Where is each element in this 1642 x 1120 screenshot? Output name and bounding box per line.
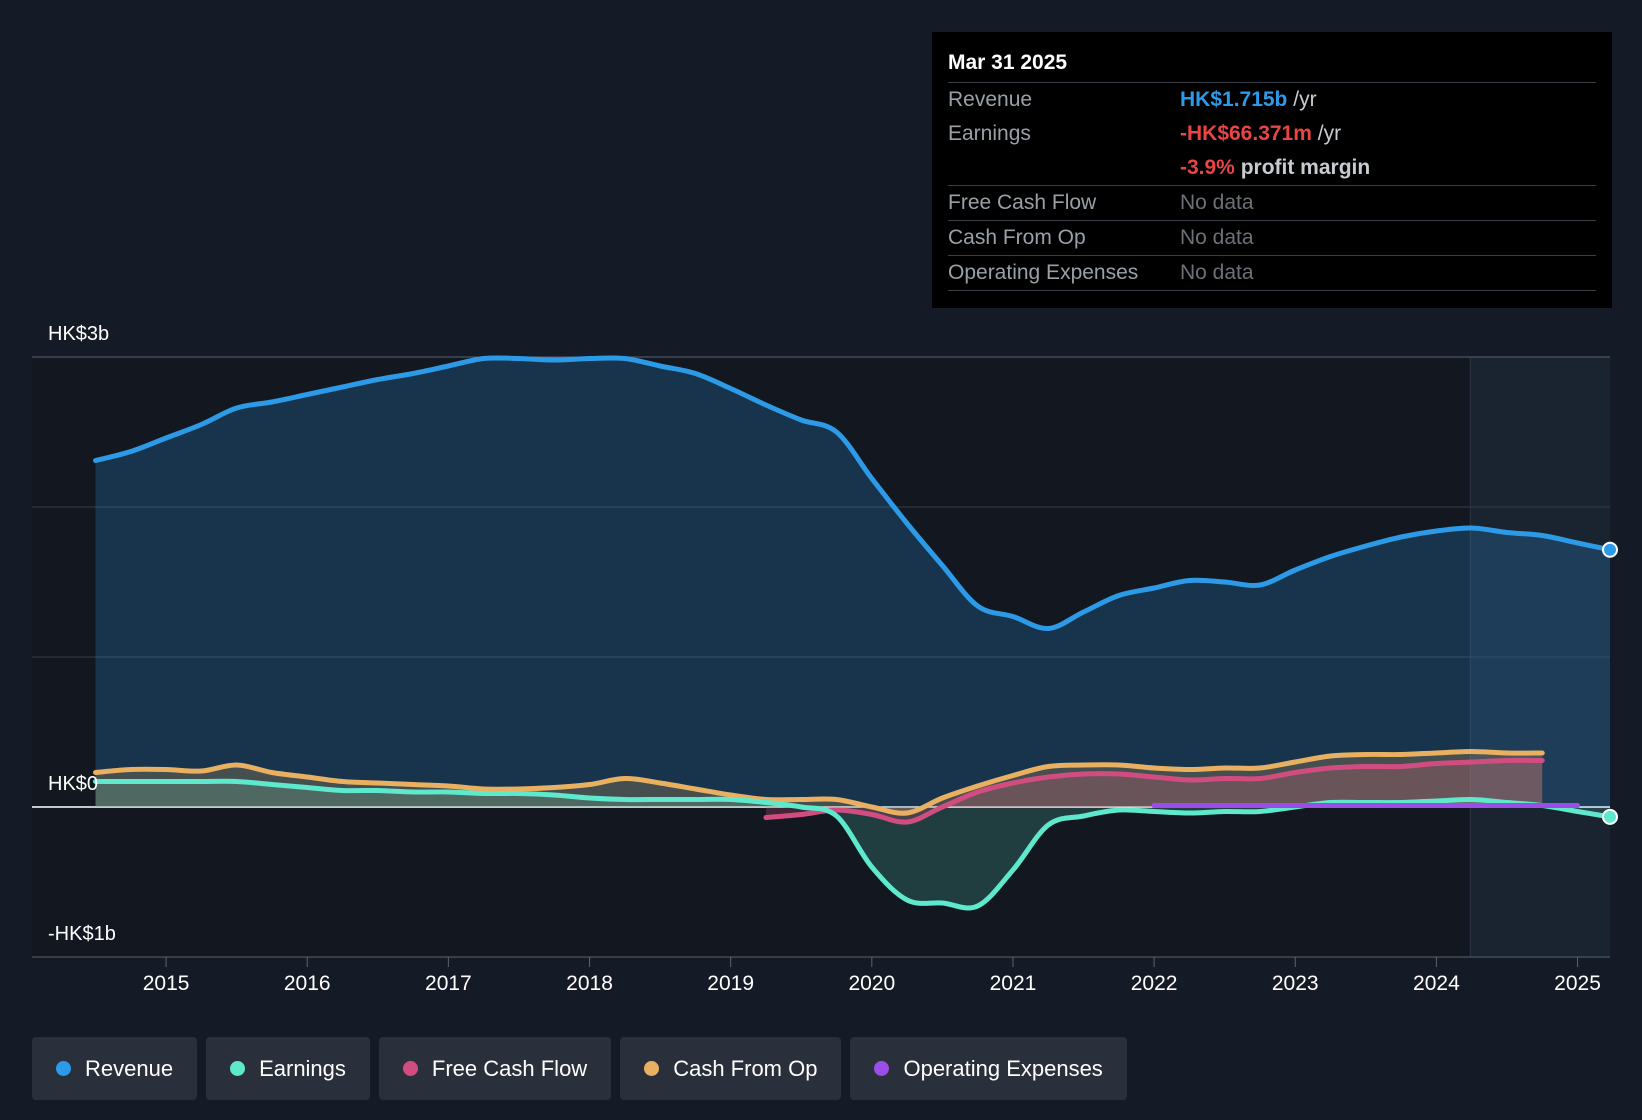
tooltip-label: Cash From Op	[948, 226, 1086, 249]
earnings-end-marker	[1602, 808, 1618, 825]
hover-tooltip: Mar 31 2025 Revenue HK$1.715b /yr Earnin…	[932, 32, 1612, 308]
tooltip-revenue-value: HK$1.715b	[1180, 88, 1288, 111]
x-tick-label: 2023	[1272, 972, 1319, 995]
legend-label: Free Cash Flow	[431, 1055, 588, 1081]
tooltip-row-cfo: Cash From Op No data	[948, 221, 1596, 256]
tooltip-label	[948, 151, 1180, 185]
earnings-line	[93, 778, 1613, 911]
x-tick-label: 2021	[990, 972, 1037, 995]
x-tick-label: 2025	[1554, 972, 1601, 995]
tooltip-row-earnings: Earnings -HK$66.371m /yr	[948, 117, 1596, 151]
free-cash-flow-line	[763, 757, 1545, 825]
legend-label: Operating Expenses	[903, 1055, 1103, 1081]
cash-from-op-line	[93, 749, 1545, 816]
revenue-dot-icon	[56, 1061, 71, 1076]
tooltip-margin-value: -3.9%	[1180, 156, 1235, 179]
tooltip-label: Revenue	[948, 88, 1033, 111]
legend-label: Revenue	[85, 1055, 174, 1081]
x-tick-label: 2024	[1413, 972, 1460, 995]
legend-label: Cash From Op	[673, 1055, 818, 1081]
x-tick-label: 2022	[1131, 972, 1178, 995]
y-tick-label-top: HK$3b	[48, 323, 109, 345]
legend-item-revenue[interactable]: Revenue	[32, 1037, 198, 1100]
legend-label: Earnings	[259, 1055, 346, 1081]
tooltip-row-margin: -3.9% profit margin	[948, 151, 1596, 186]
free-cash-flow-dot-icon	[402, 1061, 418, 1076]
x-axis-ticks: 2015 2016 2017 2018 2019 2020 2021 2022 2023 2024…	[143, 957, 1601, 995]
x-tick-label: 2020	[848, 972, 895, 995]
legend-item-free-cash-flow[interactable]: Free Cash Flow	[378, 1037, 612, 1100]
earnings-dot-icon	[230, 1061, 246, 1076]
tooltip-row-opex: Operating Expenses No data	[948, 256, 1596, 291]
y-tick-label-bottom: -HK$1b	[48, 923, 116, 945]
cash-from-op-dot-icon	[644, 1061, 660, 1076]
tooltip-row-revenue: Revenue HK$1.715b /yr	[948, 83, 1596, 117]
tooltip-fcf-value: No data	[1180, 191, 1254, 214]
legend-item-operating-expenses[interactable]: Operating Expenses	[850, 1037, 1127, 1100]
x-tick-label: 2016	[284, 972, 331, 995]
revenue-end-marker	[1602, 541, 1618, 558]
tooltip-earnings-value: -HK$66.371m	[1180, 122, 1312, 145]
legend-item-earnings[interactable]: Earnings	[206, 1037, 370, 1100]
tooltip-label: Free Cash Flow	[948, 191, 1097, 214]
tooltip-date: Mar 31 2025	[948, 48, 1596, 83]
series-lines	[93, 355, 1613, 911]
tooltip-label: Operating Expenses	[948, 261, 1139, 284]
legend: Revenue Earnings Free Cash Flow Cash Fro…	[32, 1037, 1127, 1100]
end-markers	[1602, 541, 1618, 825]
earnings-area	[95, 781, 1610, 908]
x-tick-label: 2019	[707, 972, 754, 995]
tooltip-opex-value: No data	[1180, 261, 1254, 284]
operating-expenses-dot-icon	[874, 1061, 890, 1076]
tooltip-unit: /yr	[1317, 122, 1342, 145]
y-tick-label-zero: HK$0	[48, 773, 98, 795]
x-tick-label: 2015	[143, 972, 190, 995]
legend-item-cash-from-op[interactable]: Cash From Op	[620, 1037, 842, 1100]
x-tick-label: 2017	[425, 972, 472, 995]
x-tick-label: 2018	[566, 972, 613, 995]
tooltip-unit: /yr	[1293, 88, 1317, 111]
revenue-area	[95, 357, 1610, 807]
tooltip-margin-unit: profit margin	[1240, 156, 1371, 179]
revenue-line	[93, 355, 1613, 632]
tooltip-cfo-value: No data	[1180, 226, 1254, 249]
tooltip-row-fcf: Free Cash Flow No data	[948, 186, 1596, 221]
tooltip-label: Earnings	[948, 122, 1031, 145]
cash-from-op-area	[95, 751, 1543, 814]
axes: HK$3b HK$0 -HK$1b	[48, 323, 116, 945]
